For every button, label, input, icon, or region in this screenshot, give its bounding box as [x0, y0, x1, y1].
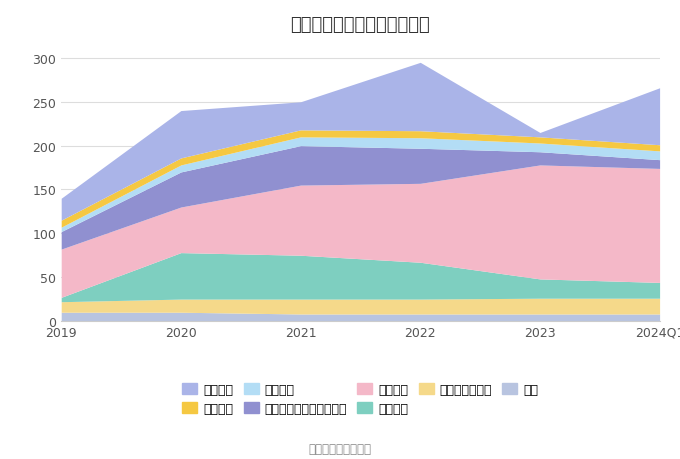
Title: 历年主要负债堆积图（亿元）: 历年主要负债堆积图（亿元）	[290, 16, 430, 34]
Text: 数据来源：恒生聚源: 数据来源：恒生聚源	[309, 442, 371, 455]
Legend: 短期借款, 应付账款, 合同负债, 一年内到期的非流动负债, 长期借款, 租赁负债, 长期应付款合计, 其它: 短期借款, 应付账款, 合同负债, 一年内到期的非流动负债, 长期借款, 租赁负…	[177, 378, 543, 420]
